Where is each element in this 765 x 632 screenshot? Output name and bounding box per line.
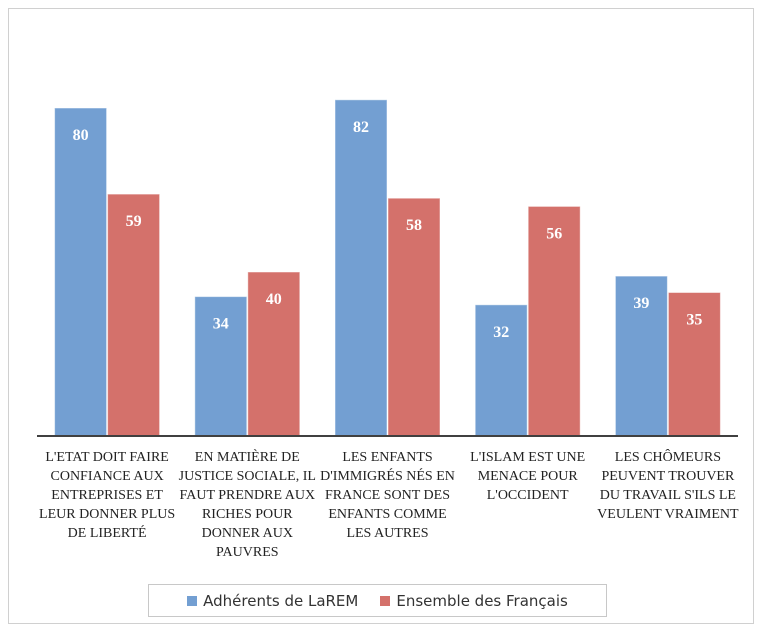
bar [667, 292, 721, 437]
data-label: 82 [353, 119, 369, 136]
data-label: 32 [493, 324, 509, 341]
bar [107, 193, 161, 437]
legend-swatch [380, 595, 391, 606]
bar [527, 205, 581, 437]
data-label: 35 [686, 312, 702, 329]
legend: Adhérents de LaREM Ensemble des Français [148, 584, 607, 617]
data-label: 59 [126, 213, 142, 230]
bar [247, 271, 301, 437]
legend-label: Adhérents de LaREM [203, 591, 359, 610]
data-label: 58 [406, 217, 422, 234]
legend-swatch [187, 595, 198, 606]
legend-label: Ensemble des Français [396, 591, 568, 610]
data-label: 56 [546, 225, 562, 242]
data-label: 34 [213, 316, 229, 333]
data-label: 40 [266, 291, 282, 308]
x-tick-label: LES CHÔMEURS PEUVENT TROUVER DU TRAVAIL … [597, 450, 739, 522]
bar [614, 275, 668, 437]
bar [387, 197, 441, 437]
data-label: 80 [73, 127, 89, 144]
x-tick-label: EN MATIÈRE DE JUSTICE SOCIALE, IL FAUT P… [178, 450, 316, 560]
legend-item: Ensemble des Français [380, 591, 568, 610]
bar [474, 304, 528, 437]
bar [54, 107, 108, 437]
data-label: 39 [633, 295, 649, 312]
x-tick-label: L'ETAT DOIT FAIRE CONFIANCE AUX ENTREPRI… [39, 450, 176, 541]
legend-item: Adhérents de LaREM [187, 592, 358, 610]
x-tick-label: L'ISLAM EST UNE MENACE POUR L'OCCIDENT [470, 450, 586, 503]
x-tick-label: LES ENFANTS D'IMMIGRÉS NÉS EN FRANCE SON… [320, 450, 455, 541]
bar [334, 99, 388, 437]
chart-frame [8, 8, 754, 624]
